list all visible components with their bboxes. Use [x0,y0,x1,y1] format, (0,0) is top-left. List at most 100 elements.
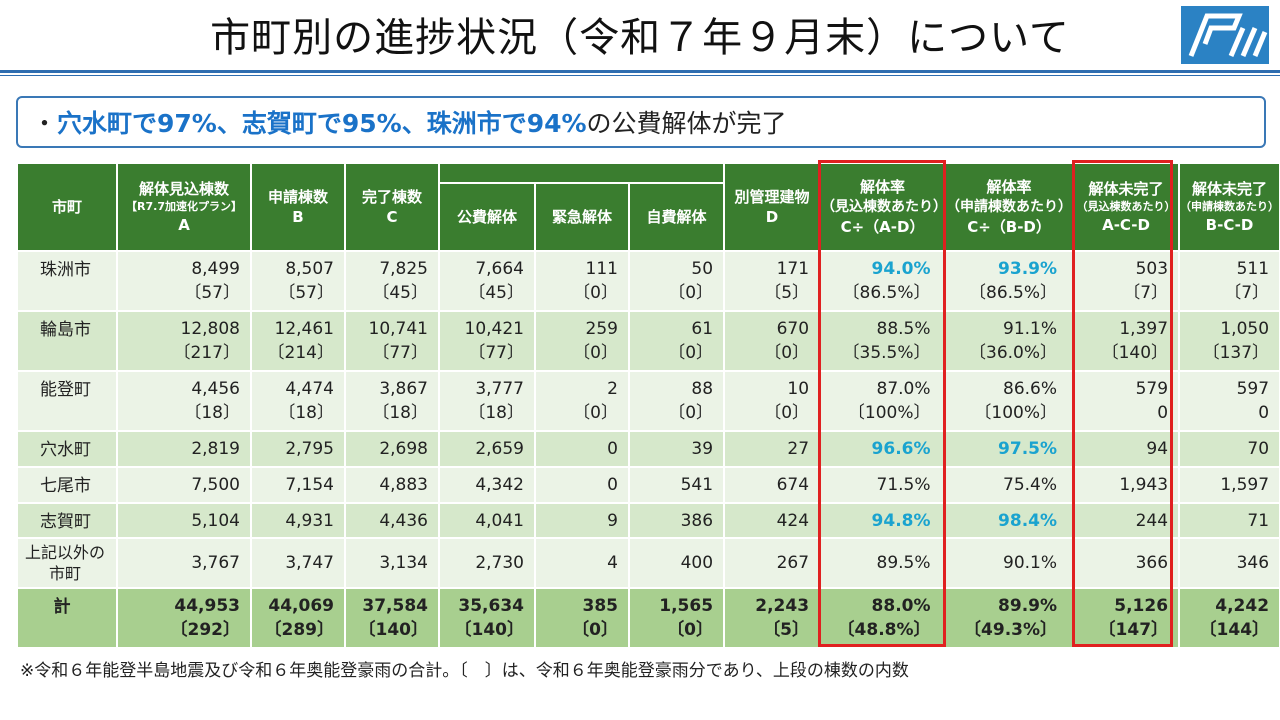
cell-estimated: 44,953 〔292〕 [116,587,252,649]
page-title: 市町別の進捗状況（令和７年９月末）について [210,15,1070,61]
header-separate: 別管理建物 D [723,162,822,252]
value-rain: 0 [1157,403,1169,423]
value: 96.6% [871,439,931,459]
cell-completed: 10,741 〔77〕 [344,310,440,372]
table-row: 珠洲市 8,499 〔57〕 8,507 〔57〕 7,825 〔45〕 7,664 〔… [16,250,1280,312]
cell-incomplete-applied: 1,597 [1178,466,1280,504]
value: 89.5% [876,553,931,573]
cell-incomplete-estimated: 366 [1072,537,1181,589]
header-public: 公費解体 [438,182,536,252]
table-row: 上記以外の 市町 3,767 3,747 3,134 2,730 4 400 26… [16,537,1280,589]
cell-emergency: 4 [534,537,630,589]
value: 171 [776,259,810,279]
cell-city: 計 [16,587,118,649]
cell-public: 4,041 [438,502,536,539]
header-separate-letter: D [765,208,779,226]
header-self-paid: 自費解体 [627,182,726,252]
value-rain: 〔100%〕 [974,403,1058,423]
value-rain: 〔7〕 [1224,283,1270,303]
header-rate-app-title: 解体率 [986,178,1032,196]
value: 1,397 [1119,319,1169,339]
value-rain: 〔18〕 [468,403,524,423]
value-rain: 〔140〕 [454,620,525,640]
cell-estimated: 8,499 〔57〕 [116,250,252,312]
cell-completed: 3,867 〔18〕 [344,370,440,432]
cell-separate: 171 〔5〕 [723,250,822,312]
value: 4,456 [191,379,240,399]
value: 2,243 [755,596,810,616]
header-incomplete-applied: 解体未完了 （申請棟数あたり） B-C-D [1178,162,1280,252]
header-applied: 申請棟数 B [250,162,346,252]
value: 10,421 [464,319,524,339]
value: 111 [585,259,618,279]
header-estimated-letter: A [178,216,190,234]
header-inc-est-formula: A-C-D [1102,216,1150,234]
value-rain: 〔137〕 [1202,343,1270,363]
cell-separate: 424 [723,502,822,539]
value: 385 [582,596,619,616]
value-rain: 〔48.8%〕 [837,620,931,640]
value-rain: 〔217〕 [173,343,240,363]
value-rain: 〔0〕 [573,343,618,363]
cell-self-paid: 400 [627,537,726,589]
value-rain: 〔18〕 [372,403,428,423]
cell-applied: 4,474 〔18〕 [250,370,346,432]
value-rain: 〔5〕 [763,620,810,640]
value-rain: 〔77〕 [372,343,428,363]
value: 4,242 [1215,596,1270,616]
cell-self-paid: 1,565 〔0〕 [627,587,726,649]
value-rain: 〔35.5%〕 [842,343,931,363]
cell-public: 3,777 〔18〕 [438,370,536,432]
cell-emergency: 385 〔0〕 [534,587,630,649]
cell-incomplete-estimated: 579 0 [1072,370,1181,432]
cell-public: 2,659 [438,430,536,468]
value-rain: 〔292〕 [170,620,241,640]
value-rain: 〔18〕 [278,403,334,423]
header-inc-app-title: 解体未完了 [1192,180,1268,198]
cell-emergency: 0 [534,430,630,468]
value: 2 [607,379,618,399]
value-rain: 〔0〕 [668,403,714,423]
value-rain: 〔0〕 [668,343,714,363]
value: 503 [1135,259,1169,279]
header-rate-app-basis: （申請棟数あたり） [946,199,1073,215]
value: 3,867 [379,379,428,399]
cell-incomplete-applied: 71 [1178,502,1280,539]
header-estimated: 解体見込棟数 【R7.7加速化プラン】 A [116,162,252,252]
cell-rate-applied: 86.6% 〔100%〕 [944,370,1075,432]
header-emergency: 緊急解体 [534,182,630,252]
cell-estimated: 5,104 [116,502,252,539]
value: 12,461 [274,319,334,339]
value-rain: 〔0〕 [572,620,618,640]
cell-separate: 10 〔0〕 [723,370,822,432]
value-rain: 〔147〕 [1098,620,1169,640]
value: 8,499 [191,259,240,279]
cell-rate-applied: 90.1% [944,537,1075,589]
value: 71.5% [876,475,931,495]
cell-rate-applied: 93.9% 〔86.5%〕 [944,250,1075,312]
ishikawa-prefecture-logo-icon [1181,6,1269,64]
cell-city: 志賀町 [16,502,118,539]
header-estimated-plan: 【R7.7加速化プラン】 [126,200,242,213]
header-inc-app-formula: B-C-D [1205,216,1254,234]
cell-rate-estimated: 96.6% [819,430,947,468]
cell-public: 7,664 〔45〕 [438,250,536,312]
value: 12,808 [180,319,240,339]
header-breakdown-group [437,162,726,184]
cell-incomplete-applied: 1,050 〔137〕 [1178,310,1280,372]
cell-rate-estimated: 88.0% 〔48.8%〕 [819,587,947,649]
value: 1,050 [1220,319,1270,339]
city-line2: 市町 [48,564,81,583]
cell-incomplete-applied: 70 [1178,430,1280,468]
header-separate-title: 別管理建物 [734,188,810,206]
cell-emergency: 2 〔0〕 [534,370,630,432]
cell-emergency: 9 [534,502,630,539]
cell-rate-estimated: 94.0% 〔86.5%〕 [819,250,947,312]
cell-applied: 2,795 [250,430,346,468]
value: 597 [1236,379,1270,399]
value-rain: 〔5〕 [764,283,810,303]
cell-rate-estimated: 71.5% [819,466,947,504]
header-inc-est-basis: （見込棟数あたり） [1076,200,1176,213]
value-rain: 〔45〕 [468,283,524,303]
value-rain: 〔45〕 [372,283,428,303]
